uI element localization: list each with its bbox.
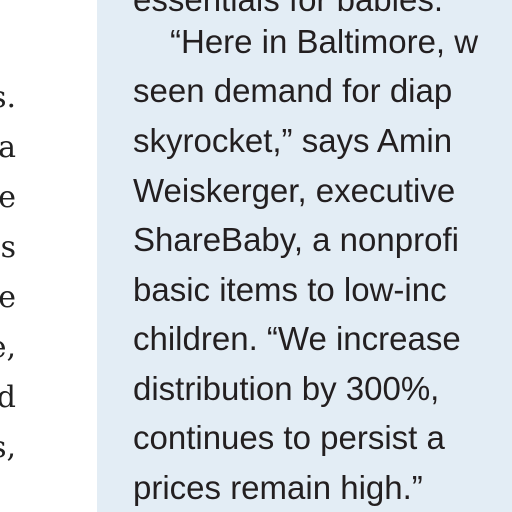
sidebar-text-line: seen demand for diap xyxy=(133,72,453,109)
sidebar-box: essentials for babies. “Here in Baltimor… xyxy=(97,0,512,512)
body-text-line: s, xyxy=(0,430,16,465)
body-text-column: s. a e s e e, d s, xyxy=(0,0,97,512)
sidebar-text-line: essentials for babies. xyxy=(133,0,443,18)
body-text-line: e xyxy=(0,180,16,215)
sidebar-text-line: children. “We increase xyxy=(133,320,461,357)
body-text-line: d xyxy=(0,380,16,415)
body-text-line: s xyxy=(0,230,16,265)
sidebar-text-line: skyrocket,” says Amin xyxy=(133,122,453,159)
sidebar-text-line: prices remain high.” xyxy=(133,469,423,506)
sidebar-text-line: Weiskerger, executive xyxy=(133,172,456,209)
body-text-line: s. xyxy=(0,80,16,115)
body-text-line: e xyxy=(0,280,16,315)
sidebar-text-line: distribution by 300%, xyxy=(133,370,440,407)
sidebar-text-line: ShareBaby, a nonprofi xyxy=(133,221,459,258)
body-text-line: e, xyxy=(0,330,16,365)
body-text-line: a xyxy=(0,130,16,165)
sidebar-text-line: continues to persist a xyxy=(133,419,445,456)
sidebar-text-line: “Here in Baltimore, w xyxy=(170,23,479,60)
sidebar-text-line: basic items to low-inc xyxy=(133,271,447,308)
